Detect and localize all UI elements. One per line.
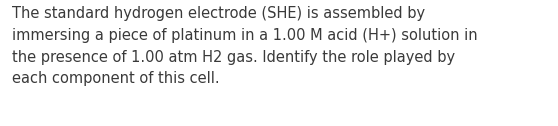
Text: The standard hydrogen electrode (SHE) is assembled by
immersing a piece of plati: The standard hydrogen electrode (SHE) is…: [12, 6, 478, 86]
